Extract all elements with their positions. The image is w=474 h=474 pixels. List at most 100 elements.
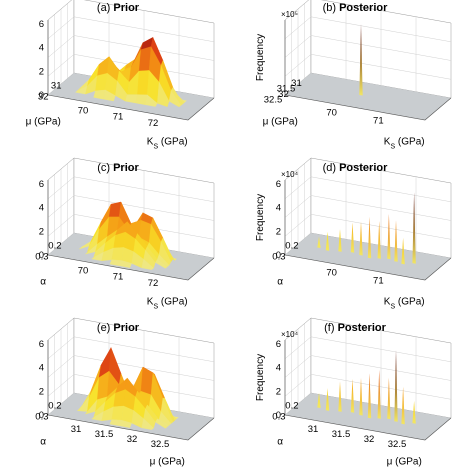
y-tick-label: 0.2 bbox=[48, 241, 61, 252]
frequency-spike bbox=[377, 369, 381, 419]
z-tick-label: 4 bbox=[39, 203, 44, 214]
y-tick-label: 31 bbox=[291, 78, 302, 89]
panel-d-title: (d) Posterior bbox=[323, 162, 389, 174]
panel-e-xlabel: μ (GPa) bbox=[150, 457, 185, 468]
surface-patch bbox=[108, 201, 122, 218]
grid-line bbox=[284, 35, 452, 61]
surface-patch bbox=[145, 94, 158, 107]
panel-d-xlabel: KS (GPa) bbox=[384, 297, 425, 311]
x-tick-label: 70 bbox=[326, 107, 337, 118]
frequency-spike bbox=[412, 192, 416, 264]
surface-patch bbox=[141, 418, 154, 430]
panel-b-title: (b) Posterior bbox=[323, 2, 389, 14]
x-tick-label: 71 bbox=[373, 116, 384, 127]
x-tick-label: 31.5 bbox=[95, 429, 114, 440]
panel-b: (b) Posterior ×10⁵ Frequency 70 71 3131.53232… bbox=[255, 0, 452, 151]
y-tick-label: 0.3 bbox=[272, 252, 285, 263]
y-tick-label: 0.3 bbox=[272, 412, 285, 423]
frequency-spike bbox=[394, 350, 398, 422]
panel-c-xlabel: KS (GPa) bbox=[147, 297, 188, 311]
panel-b-zlabel: Frequency bbox=[255, 34, 266, 81]
panel-b-exponent: ×10⁵ bbox=[281, 10, 298, 19]
frequency-spike bbox=[359, 24, 363, 96]
z-tick-label: 6 bbox=[39, 19, 44, 30]
z-tick-label: 6 bbox=[276, 339, 281, 350]
panel-letter: (d) bbox=[323, 162, 340, 174]
panel-f-exponent: ×10⁴ bbox=[281, 330, 299, 339]
panel-a-ylabel: μ (GPa) bbox=[26, 117, 61, 128]
grid-line bbox=[47, 16, 215, 43]
y-tick-label: 32.5 bbox=[264, 94, 283, 105]
surface-patch bbox=[168, 90, 182, 108]
grid-line bbox=[47, 374, 215, 400]
panel-title-text: Prior bbox=[113, 162, 139, 174]
panel-f-zlabel: Frequency bbox=[255, 354, 266, 401]
panel-c-ylabel: α bbox=[40, 277, 46, 288]
frequency-spike bbox=[338, 381, 342, 412]
y-tick-label: 0.3 bbox=[35, 252, 48, 263]
panel-f-ylabel: α bbox=[277, 437, 283, 448]
frequency-spike bbox=[317, 392, 321, 408]
panel-e-ylabel: α bbox=[40, 437, 46, 448]
frequency-spike bbox=[359, 377, 363, 416]
frequency-spike bbox=[350, 222, 355, 253]
x-tick-label: 32 bbox=[127, 434, 138, 445]
frequency-spike bbox=[325, 388, 330, 411]
x-tick-label: 70 bbox=[78, 105, 89, 116]
y-tick-label: 32 bbox=[38, 92, 49, 103]
panel-a-title: (a) Prior bbox=[97, 2, 140, 14]
x-tick-label: 72 bbox=[148, 278, 159, 289]
x-tick-label: 71 bbox=[113, 112, 124, 123]
surface-patch bbox=[135, 94, 148, 105]
panel-d-zlabel: Frequency bbox=[255, 194, 266, 241]
frequency-spike bbox=[367, 373, 372, 419]
z-tick-label: 4 bbox=[276, 363, 281, 374]
frequency-spike bbox=[367, 216, 372, 259]
panel-d: (d) Posterior ×10⁴ 0 2 4 6 Frequency 70 71 0.20.3… bbox=[255, 157, 452, 311]
grid-line bbox=[284, 336, 452, 363]
surface-patch bbox=[103, 89, 116, 102]
z-tick-label: 0 bbox=[276, 410, 281, 421]
z-tick-label: 0 bbox=[39, 90, 44, 101]
z-tick-label: 2 bbox=[276, 386, 281, 397]
frequency-spike bbox=[350, 378, 355, 413]
y-tick-label: 31.5 bbox=[277, 83, 296, 94]
frequency-spike bbox=[338, 229, 342, 252]
y-tick-label: 0.2 bbox=[285, 241, 298, 252]
surface-patch bbox=[141, 258, 154, 270]
surface-patch bbox=[93, 89, 106, 100]
x-tick-label: 32.5 bbox=[151, 439, 170, 450]
x-tick-label: 72 bbox=[148, 118, 159, 129]
x-tick-label: 71 bbox=[373, 276, 384, 287]
panel-f-walls bbox=[284, 317, 452, 419]
z-tick-label: 2 bbox=[39, 386, 44, 397]
frequency-spike bbox=[387, 213, 391, 260]
panel-e-frame bbox=[47, 340, 215, 441]
surface-patch bbox=[119, 260, 132, 268]
z-tick-label: 6 bbox=[276, 179, 281, 190]
panel-f-frame bbox=[284, 340, 452, 441]
grid-line bbox=[47, 176, 215, 203]
x-tick-label: 70 bbox=[78, 265, 89, 276]
panel-title-text: Posterior bbox=[339, 2, 388, 14]
panel-f-title: (f) Posterior bbox=[324, 322, 386, 334]
panel-d-frame bbox=[284, 180, 452, 281]
panel-b-frame bbox=[284, 20, 452, 121]
panel-d-ylabel: α bbox=[277, 277, 283, 288]
y-tick-label: 0.3 bbox=[35, 412, 48, 423]
panel-letter: (f) bbox=[324, 322, 337, 334]
panel-letter: (b) bbox=[323, 2, 340, 14]
grid-line bbox=[284, 374, 452, 400]
panel-d-surface bbox=[317, 192, 416, 265]
panel-a-surface bbox=[75, 36, 187, 108]
x-tick-label: 71 bbox=[113, 272, 124, 283]
z-tick-label: 4 bbox=[39, 43, 44, 54]
surface-patch bbox=[157, 81, 170, 107]
grid-line bbox=[47, 214, 215, 240]
panel-b-floor bbox=[285, 73, 451, 120]
panel-b-surface bbox=[359, 24, 363, 96]
panel-b-xlabel: KS (GPa) bbox=[384, 137, 425, 151]
z-tick-label: 0 bbox=[39, 250, 44, 261]
surface-patch bbox=[119, 420, 132, 428]
